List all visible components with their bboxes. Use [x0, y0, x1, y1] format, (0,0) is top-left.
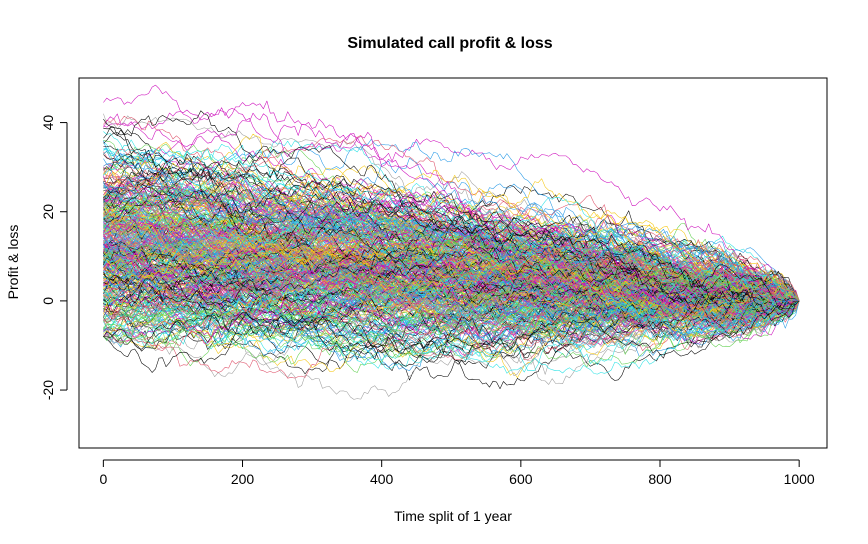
sim-path-line — [103, 276, 800, 341]
plot-frame — [78, 77, 828, 449]
x-tick-label: 600 — [509, 471, 533, 487]
x-axis-label: Time split of 1 year — [394, 508, 512, 524]
sim-path-line — [103, 186, 800, 304]
sim-path-line — [103, 180, 800, 302]
sim-path-line — [103, 214, 800, 302]
sim-path-line — [103, 169, 800, 302]
y-tick-label: 20 — [40, 204, 56, 220]
sim-path-line — [103, 242, 800, 330]
sim-path-line — [103, 281, 800, 357]
y-tick-label: 40 — [40, 115, 56, 131]
sim-path-line — [103, 212, 800, 314]
sim-path-line — [103, 217, 800, 308]
sim-path-line — [103, 221, 800, 338]
sim-path-line — [103, 252, 800, 338]
x-tick-label: 800 — [648, 471, 672, 487]
sim-path-line — [103, 264, 800, 320]
sim-path-line — [103, 243, 800, 327]
sim-path-line — [103, 84, 800, 307]
sim-path-line — [103, 251, 800, 389]
sim-path-line — [103, 241, 800, 306]
sim-path-line — [103, 250, 800, 336]
y-axis: -20 0 20 40 — [40, 115, 68, 400]
x-tick-label: 400 — [370, 471, 394, 487]
y-tick-label: 0 — [40, 297, 56, 305]
x-tick-label: 0 — [99, 471, 107, 487]
sim-path-line — [103, 297, 800, 357]
sim-path-line — [103, 178, 800, 302]
x-tick-label: 200 — [231, 471, 255, 487]
sim-path-line — [103, 210, 800, 325]
sim-path-line — [103, 300, 800, 357]
sim-path-line — [103, 229, 800, 311]
sim-path-line — [103, 271, 800, 367]
sim-path-line — [103, 291, 800, 400]
x-tick-label: 1000 — [784, 471, 815, 487]
sim-path-line — [103, 274, 800, 355]
sim-path-line — [103, 127, 800, 311]
sim-path-line — [103, 219, 800, 338]
sim-path-line — [103, 184, 800, 316]
sim-path-line — [103, 118, 800, 322]
sim-path-line — [103, 218, 800, 327]
sim-path-line — [103, 150, 800, 317]
sim-path-line — [103, 203, 800, 302]
sim-path-line — [103, 186, 800, 302]
sim-path-line — [103, 198, 800, 331]
sim-path-line — [103, 226, 800, 303]
sim-path-line — [103, 100, 800, 303]
sim-path-line — [103, 295, 800, 371]
sim-path-line — [103, 196, 800, 317]
sim-path-line — [103, 226, 800, 331]
sim-path-line — [103, 171, 800, 312]
x-axis: 0 200 400 600 800 1000 — [99, 459, 815, 487]
sim-path-line — [103, 226, 800, 320]
simulated-paths — [103, 84, 800, 400]
sim-path-line — [103, 204, 800, 320]
sim-path-line — [103, 281, 800, 351]
sim-path-line — [103, 232, 800, 349]
sim-path-line — [103, 131, 800, 315]
sim-path-line — [103, 285, 800, 335]
y-tick-label: -20 — [40, 380, 56, 400]
sim-path-line — [103, 246, 800, 315]
chart-title: Simulated call profit & loss — [347, 35, 552, 52]
sim-path-line — [103, 264, 800, 340]
y-axis-label: Profit & loss — [5, 225, 21, 300]
sim-path-line — [103, 265, 800, 349]
sim-path-line — [103, 217, 800, 334]
sim-path-line — [103, 278, 800, 339]
